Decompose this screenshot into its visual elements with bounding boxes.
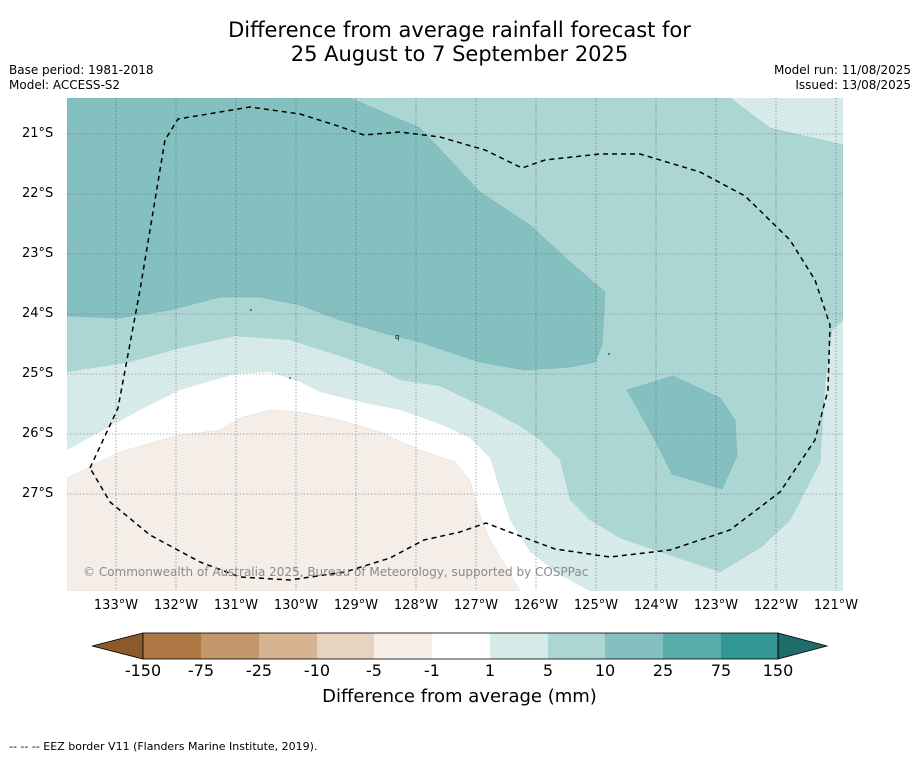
title-line-1: Difference from average rainfall forecas… [228, 18, 691, 42]
lon-label-131: 131°W [213, 598, 259, 613]
lat-label-23: 23°S [22, 246, 54, 261]
lon-label-128: 128°W [393, 598, 439, 613]
lon-label-125: 125°W [573, 598, 619, 613]
colorbar-swatch-10 [663, 633, 721, 659]
eez-legend: -- -- -- EEZ border V11 (Flanders Marine… [9, 740, 318, 753]
colorbar-tick: 10 [594, 661, 616, 680]
lon-label-123: 123°W [693, 598, 739, 613]
shading-band-10-25 [67, 98, 606, 371]
colorbar-swatch-11 [721, 633, 778, 659]
colorbar-title: Difference from average (mm) [322, 686, 597, 707]
gridlines [67, 98, 843, 591]
lon-label-129: 129°W [333, 598, 379, 613]
colorbar [91, 632, 829, 660]
lon-label-133: 133°W [93, 598, 139, 613]
model-run: Model run: 11/08/2025 [773, 63, 911, 77]
map-title: Difference from average rainfall forecas… [0, 18, 919, 66]
shading-blob-10-25 [626, 375, 738, 490]
eez-border [89, 106, 831, 581]
colorbar-extend-right [777, 632, 829, 660]
colorbar-outline [142, 632, 779, 660]
shading-band-negative [67, 409, 521, 591]
island-dot-2 [289, 377, 291, 379]
colorbar-swatch-8 [548, 633, 605, 659]
colorbar-tick: -25 [245, 661, 273, 680]
colorbar-swatch-9 [605, 633, 663, 659]
colorbar-swatch-2 [201, 633, 259, 659]
colorbar-swatch-5 [374, 633, 432, 659]
base-period: Base period: 1981-2018 [9, 63, 154, 77]
lon-label-122: 122°W [753, 598, 799, 613]
lon-label-121: 121°W [813, 598, 859, 613]
island-marker: q [395, 333, 399, 341]
colorbar-swatch-7 [490, 633, 548, 659]
colorbar-tick: -5 [366, 661, 382, 680]
colorbar-tick: 1 [484, 661, 496, 680]
colorbar-swatch-3 [259, 633, 317, 659]
colorbar-tick: 150 [762, 661, 794, 680]
lon-label-130: 130°W [273, 598, 319, 613]
lat-label-21: 21°S [22, 126, 54, 141]
copyright-notice: © Commonwealth of Australia 2025, Bureau… [83, 565, 589, 579]
colorbar-tick: 5 [542, 661, 554, 680]
island-dot-3 [608, 353, 610, 355]
colorbar-tick: 25 [652, 661, 674, 680]
lat-label-26: 26°S [22, 426, 54, 441]
colorbar-tick: -150 [124, 661, 162, 680]
colorbar-tick: -1 [424, 661, 440, 680]
forecast-shading [67, 98, 843, 591]
colorbar-swatch-6 [432, 633, 490, 659]
lon-label-126: 126°W [513, 598, 559, 613]
lat-label-24: 24°S [22, 306, 54, 321]
colorbar-swatch-1 [143, 633, 201, 659]
colorbar-extend-left [91, 632, 144, 660]
meta-right: Model run: 11/08/2025 Issued: 13/08/2025 [774, 63, 911, 93]
model-name: Model: ACCESS-S2 [9, 78, 121, 92]
lon-label-127: 127°W [453, 598, 499, 613]
title-line-2: 25 August to 7 September 2025 [290, 42, 629, 66]
issued-date: Issued: 13/08/2025 [795, 78, 911, 92]
lat-label-25: 25°S [22, 366, 54, 381]
lon-label-132: 132°W [153, 598, 199, 613]
island-dot-1 [250, 309, 252, 311]
colorbar-tick: -10 [303, 661, 331, 680]
colorbar-tick: 75 [710, 661, 732, 680]
colorbar-tick: -75 [187, 661, 215, 680]
lat-label-22: 22°S [22, 186, 54, 201]
meta-left: Base period: 1981-2018 Model: ACCESS-S2 [9, 63, 154, 93]
colorbar-swatch-4 [317, 633, 374, 659]
lon-label-124: 124°W [633, 598, 679, 613]
lat-label-27: 27°S [22, 486, 54, 501]
